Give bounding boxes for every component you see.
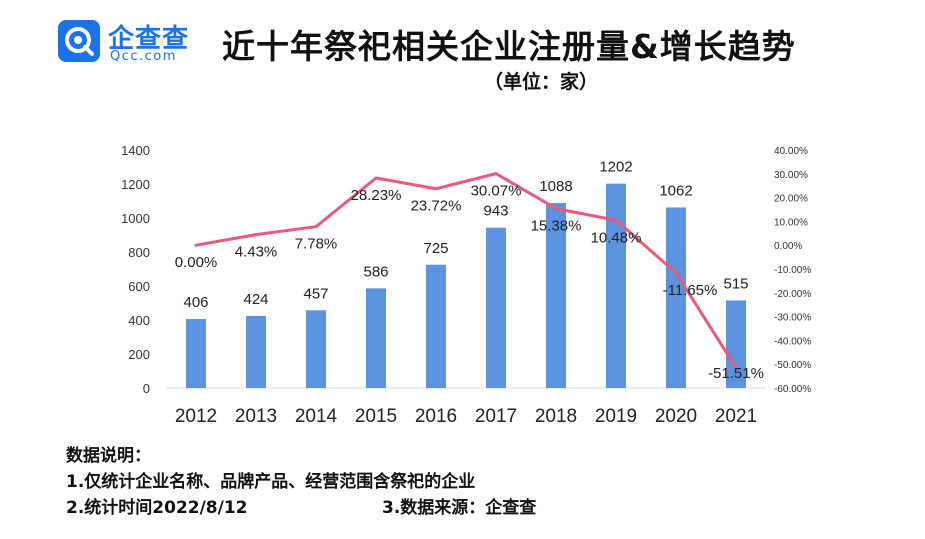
right-axis-tick-label: 40.00% <box>774 146 808 157</box>
logo-text-en: Qcc.com <box>110 49 177 64</box>
x-axis-tick-label: 2019 <box>595 406 637 427</box>
growth-rate-line <box>195 172 738 369</box>
growth-rate-point <box>554 207 558 211</box>
growth-rate-label: 7.78% <box>295 236 338 253</box>
bar-value-label: 725 <box>423 240 448 257</box>
growth-rate-point <box>254 233 258 237</box>
right-axis-tick-label: 0.00% <box>774 241 802 252</box>
notes-line-2-row: 2.统计时间2022/8/12 3.数据来源：企查查 <box>66 495 536 521</box>
right-axis-tick-label: -60.00% <box>774 384 811 395</box>
growth-rate-point <box>674 271 678 275</box>
growth-rate-label: 15.38% <box>531 218 582 235</box>
right-axis-tick-label: 10.00% <box>774 217 808 228</box>
growth-rate-label: 23.72% <box>411 198 462 215</box>
x-axis-tick-label: 2018 <box>535 406 577 427</box>
bar <box>606 183 626 388</box>
left-axis-tick-label: 200 <box>128 347 150 362</box>
right-axis-tick-label: -30.00% <box>774 313 811 324</box>
growth-rate-point <box>194 243 198 247</box>
left-axis-tick-label: 0 <box>143 381 150 396</box>
right-axis-tick-label: -40.00% <box>774 336 811 347</box>
bar <box>726 300 746 388</box>
bar <box>426 264 446 388</box>
bar-value-label: 406 <box>183 294 208 311</box>
left-axis-tick-label: 1200 <box>121 177 150 192</box>
growth-rate-point <box>494 172 498 176</box>
notes-heading: 数据说明： <box>66 446 151 466</box>
bar <box>666 207 686 388</box>
left-axis-tick-label: 400 <box>128 313 150 328</box>
bar-value-label: 586 <box>363 263 388 280</box>
bar <box>366 288 386 388</box>
bar-value-label: 1062 <box>659 182 692 199</box>
bar <box>246 315 266 388</box>
x-axis-tick-label: 2017 <box>475 406 517 427</box>
right-axis-tick-label: -50.00% <box>774 360 811 371</box>
growth-rate-label: 30.07% <box>471 183 522 200</box>
chart-unit: （单位：家） <box>484 71 599 93</box>
growth-rate-label: 4.43% <box>235 244 278 261</box>
growth-rate-point <box>614 218 618 222</box>
left-axis-tick-label: 1000 <box>121 211 150 226</box>
notes-line-3: 3.数据来源：企查查 <box>382 498 537 518</box>
growth-rate-label: 10.48% <box>591 229 642 246</box>
bar-value-label: 515 <box>723 275 748 292</box>
growth-rate-label: -51.51% <box>708 365 764 382</box>
bar-value-label: 457 <box>303 285 328 302</box>
notes-line-2: 2.统计时间2022/8/12 <box>66 498 248 518</box>
bar <box>306 310 326 388</box>
right-axis-tick-label: -20.00% <box>774 289 811 300</box>
growth-rate-label: -11.65% <box>663 282 718 299</box>
x-axis-tick-label: 2016 <box>415 406 457 427</box>
x-axis-tick-label: 2021 <box>715 406 757 427</box>
bar <box>186 318 206 388</box>
x-axis-tick-label: 2013 <box>235 406 277 427</box>
qcc-logo: 企查查 Qcc.com <box>58 18 208 68</box>
growth-rate-point <box>314 225 318 229</box>
x-axis-tick-label: 2020 <box>655 406 697 427</box>
growth-rate-point <box>734 366 738 370</box>
growth-rate-point <box>434 187 438 191</box>
logo-text-cn: 企查查 <box>108 24 190 54</box>
left-axis-tick-label: 800 <box>128 245 150 260</box>
left-axis-tick-label: 1400 <box>121 143 150 158</box>
bar-value-label: 943 <box>483 203 508 220</box>
x-axis-tick-label: 2015 <box>355 406 397 427</box>
right-axis-tick-label: -10.00% <box>774 265 811 276</box>
x-axis-tick-label: 2014 <box>295 406 338 427</box>
right-axis-tick-label: 30.00% <box>774 170 808 181</box>
growth-rate-label: 0.00% <box>175 254 218 271</box>
growth-rate-label: 28.23% <box>351 187 402 204</box>
growth-rate-point <box>374 176 378 180</box>
notes-line-1: 1.仅统计企业名称、品牌产品、经营范围含祭祀的企业 <box>66 472 476 492</box>
bar <box>546 203 566 388</box>
data-notes: 数据说明： 1.仅统计企业名称、品牌产品、经营范围含祭祀的企业 2.统计时间20… <box>66 443 536 521</box>
bar-value-label: 1202 <box>599 159 632 176</box>
chart-title: 近十年祭祀相关企业注册量&增长趋势 <box>222 27 796 66</box>
bar-value-label: 424 <box>243 291 268 308</box>
bar <box>486 227 506 388</box>
right-axis-tick-label: 20.00% <box>774 194 808 205</box>
bar-value-label: 1088 <box>539 178 572 195</box>
x-axis-tick-label: 2012 <box>175 406 217 427</box>
left-axis-tick-label: 600 <box>128 279 150 294</box>
qcc-logo-icon <box>58 20 100 62</box>
